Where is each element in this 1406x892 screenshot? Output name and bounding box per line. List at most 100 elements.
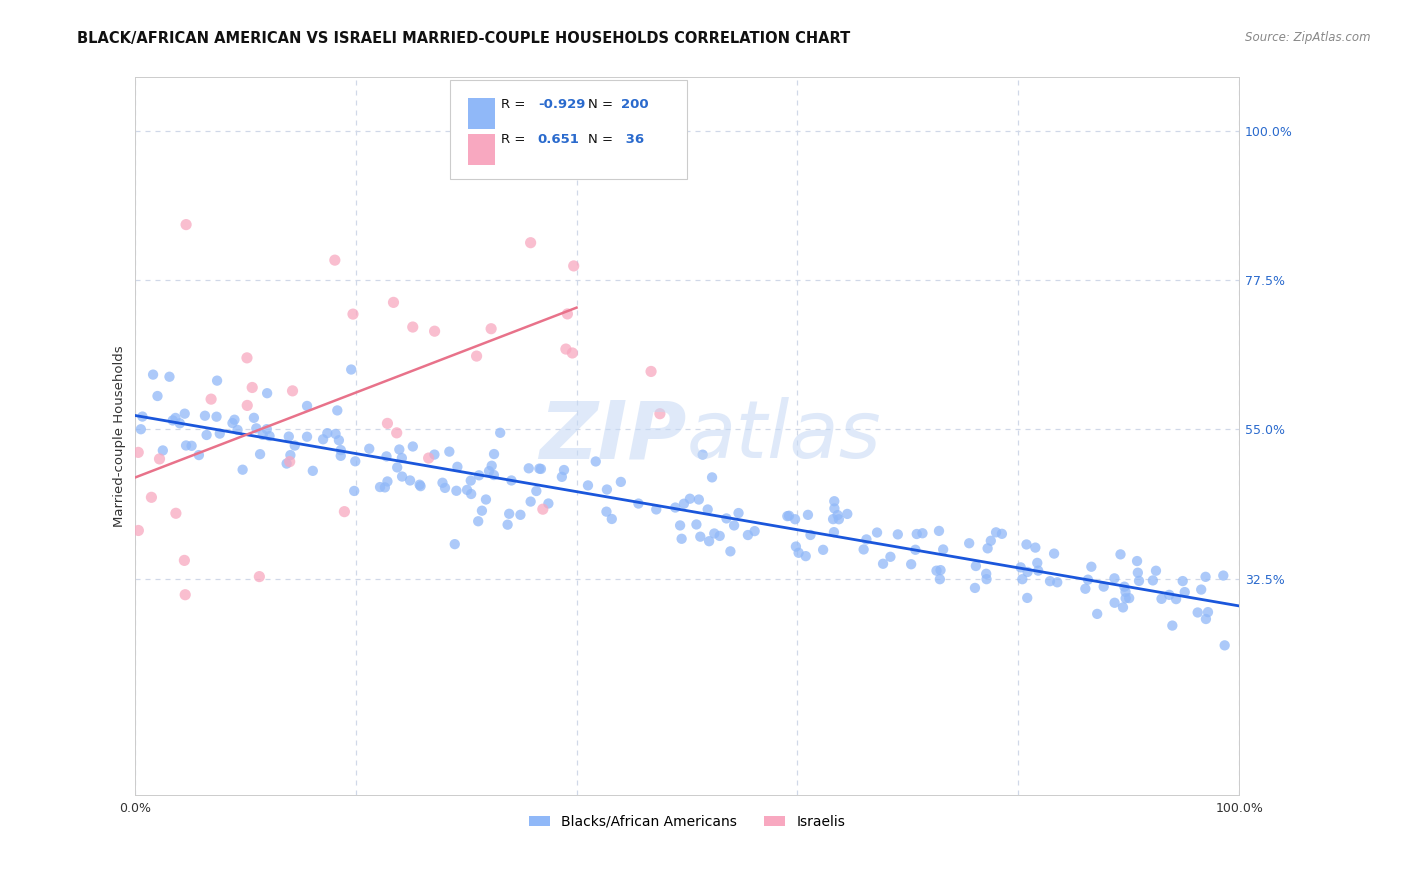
Point (498, 507, 520, 521)
Point (685, 517, 707, 532)
Point (1128, 574, 1150, 588)
Point (489, 425, 512, 440)
Point (245, 421, 267, 435)
Point (554, 342, 576, 356)
Point (236, 399, 259, 413)
Point (446, 483, 468, 498)
Point (276, 457, 298, 471)
Point (141, 491, 163, 505)
Point (900, 558, 922, 572)
Point (194, 409, 217, 423)
Point (295, 399, 318, 413)
Point (377, 417, 399, 431)
Point (696, 502, 718, 516)
Point (162, 413, 184, 427)
Point (374, 480, 396, 494)
Text: Source: ZipAtlas.com: Source: ZipAtlas.com (1246, 31, 1371, 45)
Point (208, 426, 231, 441)
Point (471, 504, 494, 518)
Point (482, 447, 505, 461)
Point (256, 422, 278, 436)
Point (423, 448, 446, 462)
Point (1115, 591, 1137, 606)
Point (1010, 560, 1032, 574)
Point (479, 322, 502, 336)
Point (284, 439, 307, 453)
FancyBboxPatch shape (468, 134, 495, 165)
Point (562, 259, 585, 273)
Point (439, 444, 461, 458)
Point (664, 500, 686, 515)
Text: ZIP: ZIP (540, 397, 688, 475)
Point (226, 423, 249, 437)
Text: BLACK/AFRICAN AMERICAN VS ISRAELI MARRIED-COUPLE HOUSEHOLDS CORRELATION CHART: BLACK/AFRICAN AMERICAN VS ISRAELI MARRIE… (77, 31, 851, 46)
Point (823, 525, 845, 540)
Point (323, 253, 346, 268)
Point (174, 218, 197, 232)
Point (827, 508, 849, 522)
Point (252, 427, 274, 442)
Point (475, 492, 498, 507)
Point (688, 492, 710, 507)
Point (187, 448, 209, 462)
Point (645, 502, 668, 516)
Point (976, 541, 998, 556)
Point (482, 468, 505, 483)
Point (974, 566, 997, 581)
Point (799, 528, 821, 542)
Text: N =: N = (588, 97, 617, 111)
Text: R =: R = (502, 97, 530, 111)
Point (823, 494, 845, 508)
Point (205, 409, 228, 424)
Point (537, 496, 560, 510)
Point (391, 469, 413, 483)
Point (173, 553, 195, 567)
Point (1017, 591, 1039, 605)
Point (1187, 606, 1209, 620)
Point (905, 527, 928, 541)
Point (152, 443, 174, 458)
Point (519, 235, 541, 250)
Point (517, 461, 540, 475)
Point (1039, 574, 1062, 589)
Point (456, 483, 478, 497)
Point (326, 403, 349, 417)
Point (879, 549, 901, 564)
Point (823, 512, 845, 526)
Point (278, 455, 301, 469)
Point (316, 426, 339, 441)
Point (595, 505, 617, 519)
Point (1015, 537, 1038, 551)
Point (1161, 618, 1184, 632)
Point (240, 380, 263, 394)
Point (180, 439, 202, 453)
Point (301, 464, 323, 478)
Point (221, 416, 243, 430)
Point (957, 536, 980, 550)
Point (1189, 582, 1212, 597)
Point (165, 506, 187, 520)
Point (277, 429, 299, 443)
Point (402, 440, 425, 454)
Point (976, 572, 998, 586)
Point (375, 450, 398, 464)
Point (627, 497, 650, 511)
Point (1017, 565, 1039, 579)
Point (159, 369, 181, 384)
Point (1195, 612, 1218, 626)
Point (467, 514, 489, 528)
Point (249, 447, 271, 461)
Point (925, 564, 948, 578)
Point (648, 407, 671, 421)
Point (551, 470, 574, 484)
Point (1144, 564, 1167, 578)
Point (585, 454, 607, 468)
Point (174, 588, 197, 602)
Point (1194, 570, 1216, 584)
Point (553, 98, 575, 112)
Point (329, 449, 352, 463)
Point (173, 407, 195, 421)
Point (409, 479, 432, 493)
Point (828, 512, 851, 526)
Point (669, 518, 692, 533)
